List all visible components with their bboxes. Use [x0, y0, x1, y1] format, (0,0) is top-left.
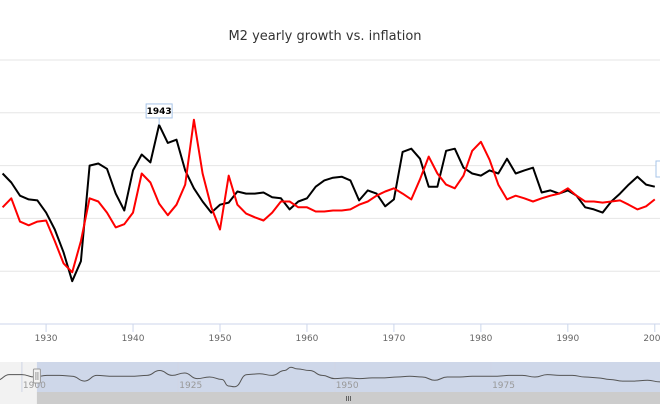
- scrollbar-grip[interactable]: III: [345, 395, 351, 403]
- x-tick-label: 1950: [209, 334, 232, 344]
- x-tick-label: 1980: [469, 334, 492, 344]
- offscreen-flag[interactable]: [655, 160, 660, 178]
- navigator-left-handle[interactable]: [32, 368, 41, 384]
- scrollbar-thumb[interactable]: [36, 392, 660, 404]
- x-tick-label: 1990: [556, 334, 579, 344]
- handle-box[interactable]: [32, 368, 41, 384]
- navigator-selected-range[interactable]: [36, 362, 660, 392]
- navigator-series: [0, 366, 660, 388]
- flags-group: 1943: [145, 103, 173, 125]
- navigator-tick-label: 1925: [179, 381, 202, 391]
- navigator-axis: 1900 1925 1950 1975: [21, 362, 515, 392]
- flag-1943[interactable]: 1943: [145, 103, 173, 125]
- navigator[interactable]: 1900 1925 1950 1975: [0, 362, 660, 392]
- flag-box[interactable]: [145, 103, 173, 119]
- x-tick-label: 2000: [643, 334, 660, 344]
- navigator-tick-label: 1950: [336, 381, 359, 391]
- navigator-tick-label: 1975: [492, 381, 515, 391]
- series-line-m2-yearly-growth[interactable]: [1, 123, 656, 283]
- flag-label: 1943: [147, 107, 172, 117]
- x-axis: 1930 1940 1950 1960 1970 1980 1990 2000: [0, 323, 660, 344]
- scrollbar[interactable]: III: [0, 392, 660, 404]
- navigator-tick-label: 1900: [23, 381, 46, 391]
- y-gridlines: [0, 59, 660, 272]
- x-tick-label: 1930: [35, 334, 58, 344]
- series-line-inflation[interactable]: [1, 118, 656, 274]
- x-tick-label: 1970: [382, 334, 405, 344]
- series-group: [1, 118, 656, 283]
- x-tick-label: 1940: [122, 334, 145, 344]
- chart-title: M2 yearly growth vs. inflation: [228, 29, 421, 44]
- x-tick-label: 1960: [296, 334, 319, 344]
